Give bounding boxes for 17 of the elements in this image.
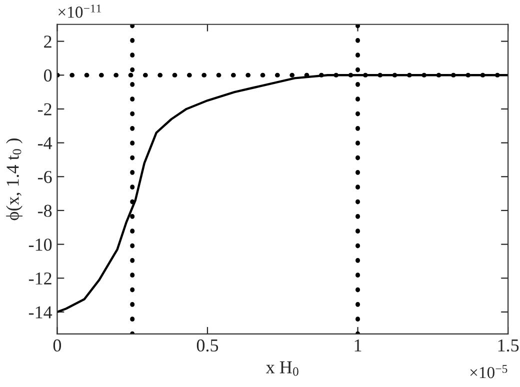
x-axis-title: x H$_{0}$ <box>266 361 298 376</box>
text: ×10$^{−5}$ <box>470 365 508 378</box>
x-tick-label: 1.5 <box>498 339 519 352</box>
y-tick-label: 0 <box>44 69 52 82</box>
y-tick-label: 2 <box>44 36 52 48</box>
y-axis-title: ϕ(x, 1.4 t$_{0}$ ) <box>6 138 22 220</box>
x-tick-label: 1 <box>354 339 362 352</box>
y-tick-label: -14 <box>28 306 52 318</box>
y-tick-label: -12 <box>28 272 52 284</box>
x-tick-label: 0.5 <box>196 339 218 352</box>
y-tick-label: -2 <box>38 103 52 116</box>
y-tick-label: -8 <box>38 204 52 217</box>
y-tick-label: -4 <box>38 137 52 150</box>
y-tick-label: -6 <box>38 170 52 184</box>
text: ×10$^{−11}$ <box>58 4 101 18</box>
x-tick-label: 0 <box>53 339 62 352</box>
y-tick-label: -10 <box>28 238 52 251</box>
